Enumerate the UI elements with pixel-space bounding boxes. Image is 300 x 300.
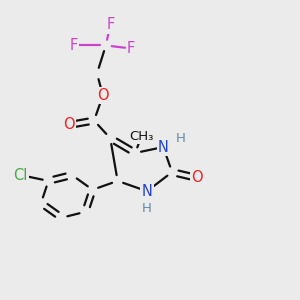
Text: O: O <box>191 170 203 185</box>
Text: N: N <box>158 140 169 154</box>
Text: H: H <box>142 202 152 215</box>
Text: F: F <box>106 17 114 32</box>
Text: H: H <box>176 132 186 145</box>
Text: N: N <box>142 184 152 199</box>
Text: F: F <box>127 41 135 56</box>
Text: F: F <box>69 38 78 53</box>
Text: O: O <box>97 88 109 103</box>
Text: CH₃: CH₃ <box>129 130 153 143</box>
Text: O: O <box>63 118 75 133</box>
Text: Cl: Cl <box>13 167 28 182</box>
